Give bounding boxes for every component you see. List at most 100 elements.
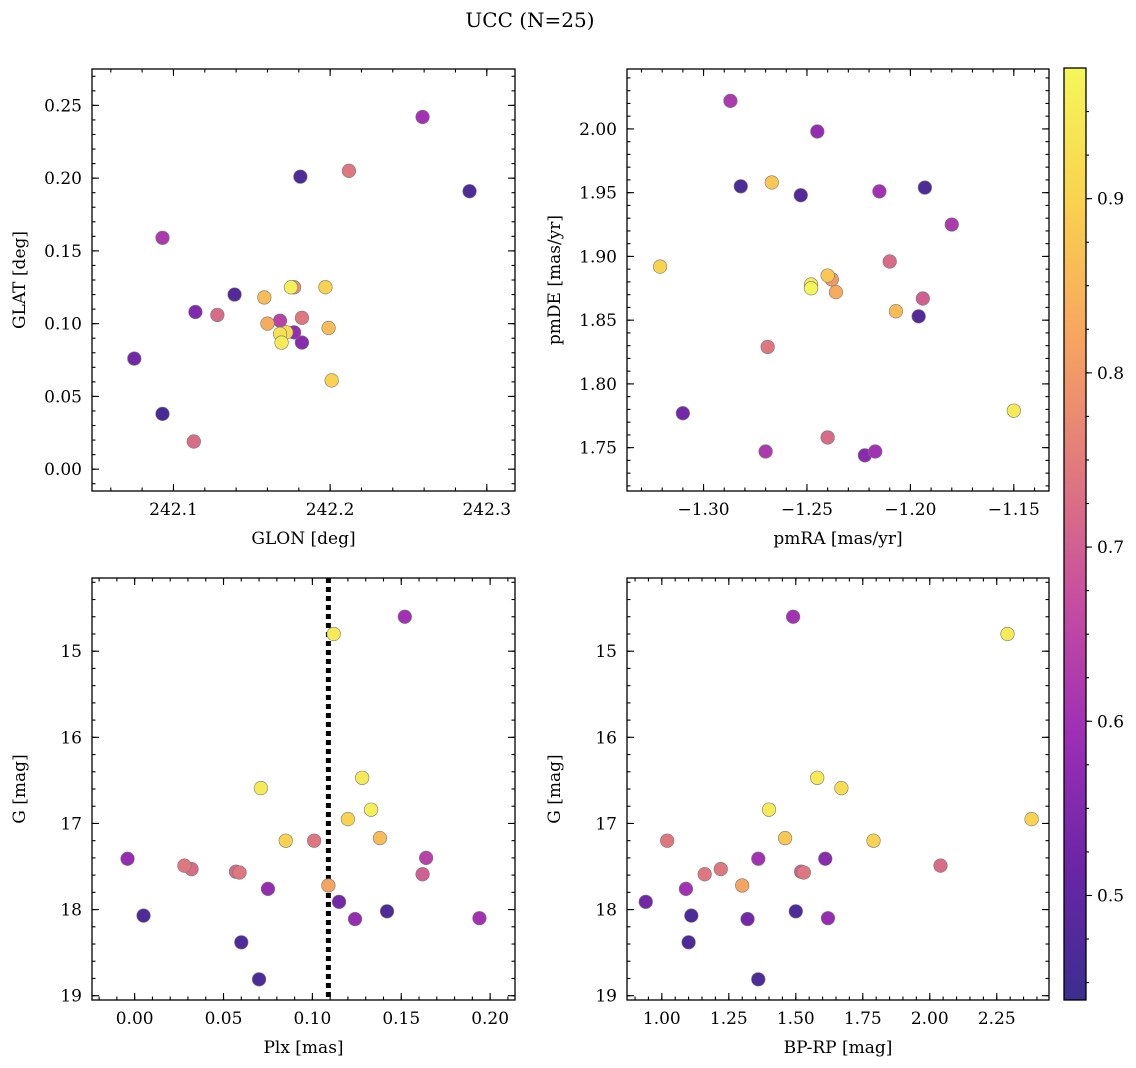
panel-parallax-magnitude: 0.00 0.05 0.10 0.15 0.20 15 16 17 18 19 Plx [mas] G… xyxy=(10,577,516,1058)
data-point xyxy=(293,169,308,184)
data-point xyxy=(260,881,276,897)
data-point xyxy=(472,911,487,926)
data-point xyxy=(764,175,779,190)
x-tick-label: 1.25 xyxy=(710,1009,748,1029)
data-point xyxy=(307,833,322,848)
data-point xyxy=(253,781,268,796)
data-point xyxy=(917,180,932,195)
data-point xyxy=(177,858,192,873)
x-tick-label: 0.05 xyxy=(205,1009,243,1029)
data-point xyxy=(274,335,289,350)
plot-frame xyxy=(91,577,516,1001)
x-tick-label: 0.15 xyxy=(382,1009,420,1029)
x-tick-label: 0.20 xyxy=(471,1009,509,1029)
data-point xyxy=(751,972,766,987)
data-point xyxy=(834,781,849,796)
data-point xyxy=(340,812,356,827)
data-point xyxy=(751,851,766,866)
data-point xyxy=(363,802,379,817)
data-point xyxy=(210,307,225,323)
data-point xyxy=(786,609,801,624)
data-point xyxy=(761,802,777,817)
y-tick-label: 0.10 xyxy=(44,315,82,335)
data-point xyxy=(331,894,347,909)
panel-proper-motion: −1.30 −1.25 −1.20 −1.15 1.75 1.80 1.85 1.90 1.95… xyxy=(545,68,1050,549)
colorbar-tick-label: 0.7 xyxy=(1097,538,1124,558)
colorbar-gradient xyxy=(1063,67,1087,1001)
panel-color-magnitude: 1.00 1.25 1.50 1.75 2.00 2.25 15 16 17 18 19 BP-RP … xyxy=(545,577,1050,1058)
colorbar-tick-label: 0.9 xyxy=(1097,190,1124,210)
data-point xyxy=(188,304,203,320)
panel-sky-position: 242.1 242.2 242.3 0.00 0.05 0.10 0.15 0.20 0.25 G… xyxy=(10,68,516,549)
data-point xyxy=(120,851,135,866)
data-point xyxy=(911,309,926,324)
y-tick-label: 0.20 xyxy=(44,169,82,189)
y-tick-label: 0.00 xyxy=(44,460,82,480)
colorbar-tick-label: 0.8 xyxy=(1097,364,1124,384)
data-point xyxy=(758,444,773,459)
y-tick-label: 17 xyxy=(60,814,82,834)
data-point xyxy=(251,972,267,987)
y-tick-label: 0.15 xyxy=(44,242,82,262)
data-point xyxy=(321,320,336,336)
y-tick-label: 15 xyxy=(595,642,617,662)
x-tick-label: 0.00 xyxy=(116,1009,154,1029)
data-point xyxy=(796,865,811,880)
data-point xyxy=(227,287,242,302)
data-point xyxy=(684,908,699,923)
y-axis-label: GLAT [deg] xyxy=(10,231,30,329)
data-point xyxy=(713,861,728,877)
data-point xyxy=(810,770,825,785)
data-point xyxy=(294,310,310,325)
x-tick-label: 0.10 xyxy=(293,1009,331,1029)
x-tick-label: 1.50 xyxy=(777,1009,815,1029)
data-point xyxy=(820,430,835,445)
y-tick-label: 19 xyxy=(60,987,82,1007)
y-tick-label: 1.90 xyxy=(579,247,617,267)
data-point xyxy=(278,833,293,848)
data-point xyxy=(397,609,412,624)
colorbar-tick-label: 0.6 xyxy=(1097,712,1124,732)
y-tick-label: 1.75 xyxy=(579,439,617,459)
y-tick-label: 1.95 xyxy=(579,184,617,204)
data-point xyxy=(1024,812,1039,827)
data-point xyxy=(462,184,477,199)
data-point xyxy=(341,163,357,178)
y-axis-label: G [mag] xyxy=(545,754,565,823)
plot-frame xyxy=(626,68,1050,492)
x-axis-label: pmRA [mas/yr] xyxy=(773,529,902,549)
y-tick-label: 19 xyxy=(595,987,617,1007)
data-point xyxy=(294,335,310,350)
data-point xyxy=(735,878,750,893)
y-axis-label: pmDE [mas/yr] xyxy=(545,215,565,345)
data-point xyxy=(155,406,170,421)
data-point xyxy=(818,851,833,866)
data-point xyxy=(321,878,336,893)
data-point xyxy=(234,935,249,950)
x-tick-label: 242.1 xyxy=(149,500,198,520)
data-point xyxy=(697,867,712,882)
y-tick-label: 17 xyxy=(595,814,617,834)
data-point xyxy=(760,339,775,355)
data-point xyxy=(888,304,904,319)
data-point xyxy=(675,406,690,421)
y-tick-label: 18 xyxy=(595,901,617,921)
x-axis-label: BP-RP [mag] xyxy=(784,1038,893,1058)
data-point xyxy=(1006,403,1021,418)
data-point xyxy=(318,280,333,295)
data-point xyxy=(232,865,247,880)
x-tick-label: −1.15 xyxy=(988,500,1040,520)
data-point xyxy=(788,904,803,919)
data-point xyxy=(1000,626,1015,642)
x-axis-label: Plx [mas] xyxy=(263,1038,343,1058)
data-point xyxy=(820,911,836,926)
y-tick-label: 2.00 xyxy=(579,120,617,140)
data-point xyxy=(733,179,748,194)
data-point xyxy=(933,858,948,873)
data-point xyxy=(415,109,430,125)
y-tick-label: 0.25 xyxy=(44,96,82,116)
data-point xyxy=(415,867,430,882)
y-tick-label: 0.05 xyxy=(44,387,82,407)
x-tick-label: −1.25 xyxy=(781,500,833,520)
